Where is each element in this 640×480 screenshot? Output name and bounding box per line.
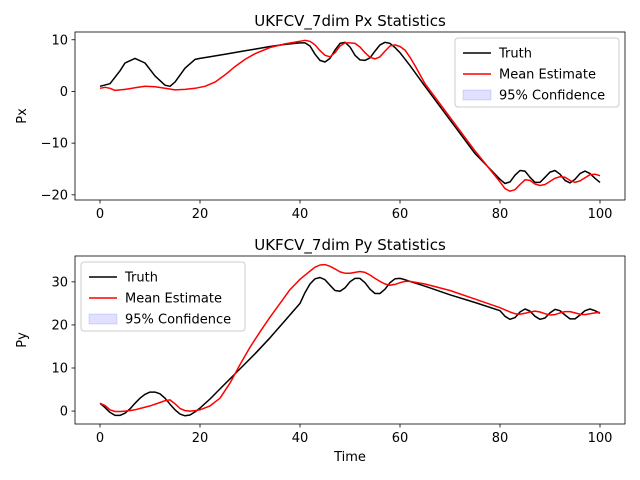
series-line-truth <box>99 276 601 417</box>
series-line-mean-estimate <box>99 263 601 413</box>
y-axis-label: Py <box>15 332 30 348</box>
legend: Truth Mean Estimate 95% Confidence <box>80 261 246 332</box>
series-line-mean-estimate <box>99 39 601 192</box>
y-tick-label: 10 <box>51 33 68 48</box>
legend-label: 95% Confidence <box>499 89 605 104</box>
x-tick-label: 80 <box>492 207 509 222</box>
y-tick-label: 0 <box>60 405 68 420</box>
x-tick-label: 40 <box>292 431 309 446</box>
legend-label: Mean Estimate <box>125 292 222 307</box>
x-tick-label: 100 <box>588 431 613 446</box>
legend-label: Truth <box>124 271 158 286</box>
x-tick-label: 40 <box>292 207 309 222</box>
legend-label: 95% Confidence <box>125 313 231 328</box>
legend-box <box>454 37 620 108</box>
y-tick-label: −10 <box>41 137 68 152</box>
legend: Truth Mean Estimate 95% Confidence <box>454 37 620 108</box>
x-tick-label: 60 <box>392 207 409 222</box>
axes-frame <box>74 255 626 425</box>
y-tick-label: −20 <box>41 188 68 203</box>
x-tick-label: 20 <box>192 207 209 222</box>
series-line-truth <box>99 41 601 185</box>
y-tick-label: 10 <box>51 362 68 377</box>
x-tick-label: 80 <box>492 431 509 446</box>
x-tick-label: 100 <box>588 207 613 222</box>
y-tick-label: 20 <box>51 318 68 333</box>
px-chart: 0 20 40 60 80 100 −20 −10 0 10 UKFCV_7dim Px Stati… <box>15 12 626 222</box>
y-axis-label: Px <box>15 108 30 124</box>
py-chart: 0 20 40 60 80 100 0 10 20 30 UKFCV_7dim Py Statist… <box>15 236 626 465</box>
legend-swatch-band <box>88 313 118 325</box>
chart-title: UKFCV_7dim Py Statistics <box>254 236 446 255</box>
x-tick-label: 0 <box>96 431 104 446</box>
x-axis-label: Time <box>333 450 366 465</box>
legend-label: Truth <box>498 47 532 62</box>
axes-frame <box>74 31 626 201</box>
x-tick-label: 0 <box>96 207 104 222</box>
chart-title: UKFCV_7dim Px Statistics <box>254 12 446 31</box>
legend-swatch-band <box>462 89 492 101</box>
y-tick-label: 0 <box>60 85 68 100</box>
x-tick-label: 20 <box>192 431 209 446</box>
x-tick-label: 60 <box>392 431 409 446</box>
y-tick-label: 30 <box>51 275 68 290</box>
legend-box <box>80 261 246 332</box>
legend-label: Mean Estimate <box>499 68 596 83</box>
